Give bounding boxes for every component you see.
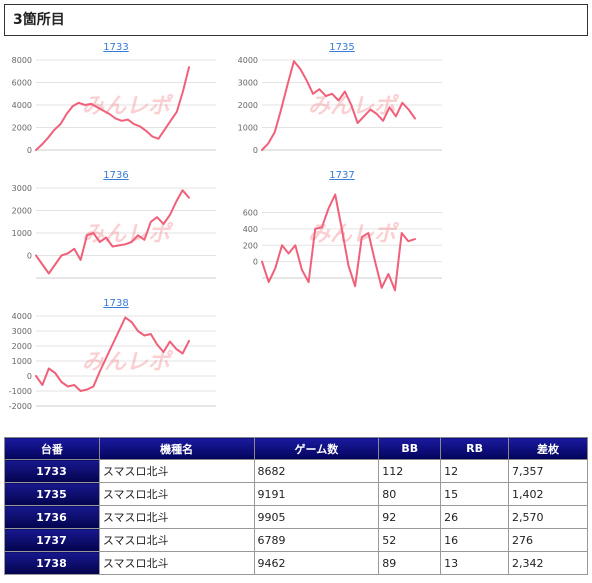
y-tick-label: 0 bbox=[27, 146, 32, 155]
rb-cell: 26 bbox=[440, 505, 510, 529]
table-header-row: 台番 機種名 ゲーム数 BB RB 差枚 bbox=[4, 437, 588, 460]
series-line bbox=[35, 316, 190, 392]
watermark-logo: みんレポ bbox=[82, 349, 174, 375]
series-line bbox=[35, 66, 190, 151]
table-row: 1738 スマスロ北斗 9462 89 13 2,342 bbox=[4, 551, 588, 575]
bb-cell: 92 bbox=[378, 505, 442, 529]
bb-cell: 52 bbox=[378, 528, 442, 552]
difference-cell: 276 bbox=[508, 528, 588, 552]
bb-cell: 112 bbox=[378, 459, 442, 483]
watermark-logo: みんレポ bbox=[82, 93, 174, 119]
table-row: 1735 スマスロ北斗 9191 80 15 1,402 bbox=[4, 482, 588, 506]
results-table: 台番 機種名 ゲーム数 BB RB 差枚 1733 スマスロ北斗 8682 11… bbox=[4, 437, 588, 575]
y-tick-label: 3000 bbox=[238, 79, 258, 88]
y-tick-label: 4000 bbox=[238, 56, 258, 65]
header-difference: 差枚 bbox=[508, 437, 588, 460]
rb-cell: 15 bbox=[440, 482, 510, 506]
y-tick-label: 4000 bbox=[12, 312, 32, 321]
chart-title-link[interactable]: 1737 bbox=[329, 170, 355, 181]
y-tick-label: 1000 bbox=[238, 124, 258, 133]
machine-name-cell: スマスロ北斗 bbox=[98, 551, 255, 575]
table-row: 1737 スマスロ北斗 6789 52 16 276 bbox=[4, 528, 588, 552]
y-tick-label: 0 bbox=[27, 372, 32, 381]
unit-number-cell: 1733 bbox=[4, 459, 100, 483]
game-count-cell: 9462 bbox=[253, 551, 380, 575]
chart-plot: 0 2000 4000 6000 8000 みんレポ bbox=[12, 56, 216, 155]
table-row: 1736 スマスロ北斗 9905 92 26 2,570 bbox=[4, 505, 588, 529]
unit-number-cell: 1737 bbox=[4, 528, 100, 552]
unit-number-cell: 1736 bbox=[4, 505, 100, 529]
header-machine-name: 機種名 bbox=[98, 437, 255, 460]
series-line bbox=[261, 193, 416, 292]
machine-name-cell: スマスロ北斗 bbox=[98, 528, 255, 552]
y-tick-label: 3000 bbox=[12, 327, 32, 336]
header-rb: RB bbox=[440, 437, 510, 460]
chart-1733: 1733 0 2000 4000 6000 8000 みんレポ bbox=[6, 42, 226, 162]
chart-1735: 1735 0 1000 2000 3000 4000 みんレポ bbox=[232, 42, 452, 162]
y-tick-label: 6000 bbox=[12, 79, 32, 88]
y-tick-label: 200 bbox=[243, 241, 258, 250]
game-count-cell: 9191 bbox=[253, 482, 380, 506]
y-tick-label: 2000 bbox=[12, 207, 32, 216]
difference-cell: 2,570 bbox=[508, 505, 588, 529]
machine-name-cell: スマスロ北斗 bbox=[98, 459, 255, 483]
chart-1737: 1737 0 200 400 600 みんレポ bbox=[232, 170, 452, 292]
difference-cell: 1,402 bbox=[508, 482, 588, 506]
y-tick-label: 2000 bbox=[238, 101, 258, 110]
game-count-cell: 8682 bbox=[253, 459, 380, 483]
rb-cell: 16 bbox=[440, 528, 510, 552]
rb-cell: 13 bbox=[440, 551, 510, 575]
bb-cell: 89 bbox=[378, 551, 442, 575]
header-bb: BB bbox=[378, 437, 442, 460]
y-tick-label: -1000 bbox=[9, 387, 32, 396]
y-tick-label: 1000 bbox=[12, 229, 32, 238]
game-count-cell: 6789 bbox=[253, 528, 380, 552]
difference-cell: 2,342 bbox=[508, 551, 588, 575]
y-tick-label: 0 bbox=[253, 146, 258, 155]
section-title: 3箇所目 bbox=[4, 4, 588, 36]
y-tick-label: 4000 bbox=[12, 101, 32, 110]
machine-name-cell: スマスロ北斗 bbox=[98, 505, 255, 529]
y-tick-label: 0 bbox=[27, 252, 32, 261]
y-tick-label: 2000 bbox=[12, 342, 32, 351]
unit-number-cell: 1735 bbox=[4, 482, 100, 506]
y-tick-label: 600 bbox=[243, 209, 258, 218]
chart-title-link[interactable]: 1735 bbox=[329, 42, 355, 53]
machine-name-cell: スマスロ北斗 bbox=[98, 482, 255, 506]
y-tick-label: 400 bbox=[243, 225, 258, 234]
unit-number-cell: 1738 bbox=[4, 551, 100, 575]
y-tick-label: 1000 bbox=[12, 357, 32, 366]
series-line bbox=[35, 189, 190, 275]
rb-cell: 12 bbox=[440, 459, 510, 483]
series-line bbox=[261, 60, 416, 151]
table-row: 1733 スマスロ北斗 8682 112 12 7,357 bbox=[4, 459, 588, 483]
y-tick-label: 2000 bbox=[12, 124, 32, 133]
difference-cell: 7,357 bbox=[508, 459, 588, 483]
chart-1736: 1736 0 1000 2000 3000 みんレポ bbox=[6, 170, 226, 290]
y-tick-label: 3000 bbox=[12, 184, 32, 193]
game-count-cell: 9905 bbox=[253, 505, 380, 529]
chart-1738: 1738 -2000 -1000 0 1000 2000 3000 4000 みんレポ bbox=[6, 298, 226, 418]
header-game-count: ゲーム数 bbox=[253, 437, 380, 460]
chart-title-link[interactable]: 1733 bbox=[103, 42, 129, 53]
bb-cell: 80 bbox=[378, 482, 442, 506]
y-tick-label: 8000 bbox=[12, 56, 32, 65]
y-tick-label: -2000 bbox=[9, 402, 32, 411]
header-unit-number: 台番 bbox=[4, 437, 100, 460]
y-tick-label: 0 bbox=[253, 258, 258, 267]
chart-plot: -2000 -1000 0 1000 2000 3000 4000 みんレポ bbox=[9, 312, 216, 411]
chart-title-link[interactable]: 1738 bbox=[103, 298, 129, 309]
chart-title-link[interactable]: 1736 bbox=[103, 170, 129, 181]
